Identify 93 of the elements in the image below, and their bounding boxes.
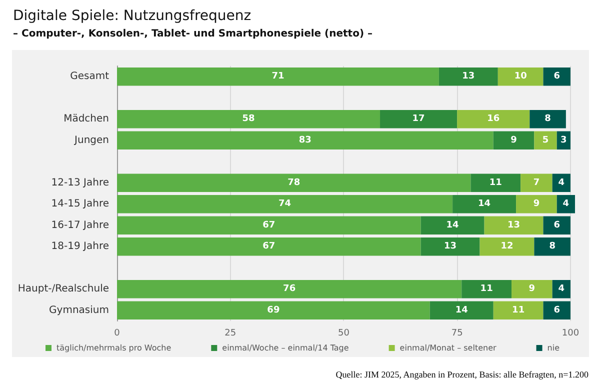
bar bbox=[543, 301, 570, 320]
data-label: 13 bbox=[444, 242, 457, 252]
bar bbox=[516, 194, 557, 214]
bar bbox=[498, 67, 544, 86]
data-label: 12 bbox=[500, 242, 514, 252]
bar bbox=[530, 110, 566, 128]
bar bbox=[552, 174, 570, 192]
data-label: 14 bbox=[446, 220, 459, 230]
data-label: 78 bbox=[288, 178, 300, 188]
y-tick-label: Jungen bbox=[74, 134, 109, 146]
bar bbox=[512, 280, 552, 298]
data-label: 71 bbox=[272, 72, 284, 82]
data-label: 58 bbox=[242, 114, 255, 124]
data-label: 7 bbox=[533, 178, 540, 188]
data-label: 67 bbox=[262, 242, 276, 252]
bar bbox=[438, 67, 498, 86]
bar bbox=[534, 237, 570, 256]
data-label: 13 bbox=[508, 220, 520, 230]
bar bbox=[117, 301, 430, 320]
bar bbox=[493, 301, 544, 320]
bar bbox=[117, 67, 439, 86]
data-label: 76 bbox=[283, 284, 296, 294]
bar bbox=[117, 194, 453, 214]
bar bbox=[543, 67, 570, 86]
bar bbox=[117, 280, 462, 298]
y-tick-label: Mädchen bbox=[64, 114, 109, 125]
legend-label: täglich/mehrmals pro Woche bbox=[56, 344, 172, 352]
bar bbox=[552, 280, 570, 298]
y-tick-label: Haupt-/Realschule bbox=[18, 284, 109, 295]
bar bbox=[520, 174, 552, 192]
data-label: 6 bbox=[554, 72, 560, 82]
legend-label: einmal/Woche – einmal/14 Tage bbox=[222, 344, 349, 352]
bar bbox=[470, 174, 521, 192]
data-label: 10 bbox=[514, 72, 527, 82]
y-tick-label: 16-17 Jahre bbox=[51, 220, 109, 231]
bar bbox=[117, 237, 421, 256]
data-label: 67 bbox=[262, 220, 276, 230]
bar bbox=[543, 216, 570, 235]
data-label: 13 bbox=[462, 72, 475, 82]
bar bbox=[117, 110, 380, 128]
source-note: Quelle: JIM 2025, Angaben in Prozent, Basis: alle Befragten, n=1.200 bbox=[336, 370, 590, 380]
data-label: 9 bbox=[510, 135, 517, 146]
data-label: 4 bbox=[558, 284, 565, 294]
y-tick-label: 18-19 Jahre bbox=[51, 241, 109, 252]
data-label: 5 bbox=[542, 135, 549, 146]
data-label: 74 bbox=[278, 199, 292, 210]
y-tick-label: Gesamt bbox=[70, 71, 110, 82]
data-label: 11 bbox=[480, 284, 493, 294]
legend-label: einmal/Monat – seltener bbox=[400, 344, 497, 352]
bar bbox=[556, 131, 570, 150]
x-tick-label: 100 bbox=[562, 328, 580, 338]
data-label: 4 bbox=[562, 199, 570, 210]
legend-label: nie bbox=[547, 344, 560, 352]
data-label: 9 bbox=[533, 199, 540, 210]
x-tick-label: 25 bbox=[224, 328, 236, 338]
bar bbox=[117, 131, 494, 150]
data-label: 3 bbox=[560, 135, 567, 146]
data-label: 4 bbox=[558, 178, 565, 188]
data-label: 6 bbox=[554, 220, 560, 230]
bar bbox=[462, 280, 512, 298]
data-label: 14 bbox=[455, 305, 468, 316]
x-tick-label: 50 bbox=[338, 328, 350, 338]
bar bbox=[484, 216, 544, 235]
bar bbox=[480, 237, 534, 256]
bar bbox=[420, 216, 484, 235]
chart-title: Digitale Spiele: Nutzungsfrequenz bbox=[13, 8, 252, 24]
chart-subtitle: – Computer-, Konsolen-, Tablet- und Smartphonespiele (netto) – bbox=[13, 28, 372, 40]
data-label: 83 bbox=[298, 135, 312, 146]
bar bbox=[380, 110, 458, 128]
x-tick-label: 0 bbox=[114, 328, 120, 338]
data-label: 16 bbox=[487, 114, 500, 124]
bar bbox=[117, 216, 421, 235]
x-tick-label: 75 bbox=[451, 328, 463, 338]
data-label: 8 bbox=[549, 242, 556, 252]
bar bbox=[420, 237, 480, 256]
data-label: 69 bbox=[267, 305, 280, 316]
bar bbox=[534, 131, 557, 150]
y-tick-label: Gymnasium bbox=[49, 304, 109, 316]
data-label: 14 bbox=[478, 199, 491, 210]
data-label: 9 bbox=[528, 284, 536, 294]
data-label: 17 bbox=[412, 114, 425, 124]
bar bbox=[430, 301, 494, 320]
y-tick-label: 12-13 Jahre bbox=[51, 177, 109, 188]
y-tick-label: 14-15 Jahre bbox=[51, 198, 109, 210]
data-label: 11 bbox=[512, 305, 525, 316]
bar bbox=[117, 174, 471, 192]
bar bbox=[452, 194, 516, 214]
data-label: 11 bbox=[489, 178, 502, 188]
bar bbox=[457, 110, 530, 128]
data-label: 8 bbox=[544, 114, 551, 124]
bar bbox=[556, 194, 575, 214]
bar bbox=[493, 131, 534, 150]
data-label: 6 bbox=[554, 305, 560, 316]
